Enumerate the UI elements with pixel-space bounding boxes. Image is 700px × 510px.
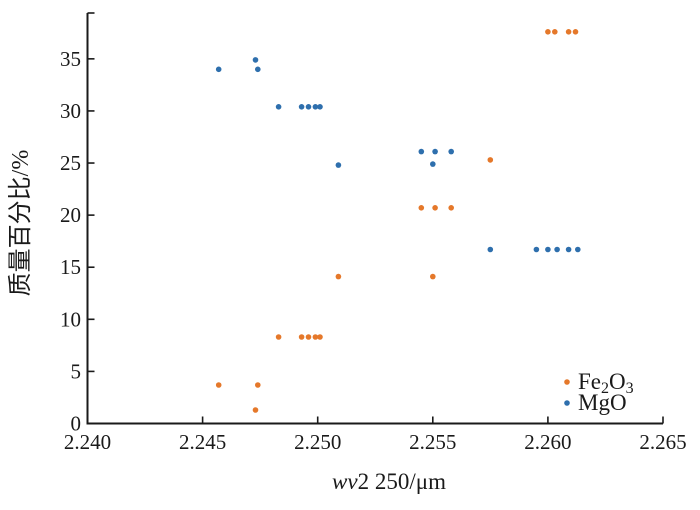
data-point-fe2o3 bbox=[254, 382, 261, 388]
series-mgo bbox=[215, 57, 581, 253]
y-tick-label: 10 bbox=[60, 307, 81, 331]
legend-marker-fe2o3 bbox=[564, 379, 570, 385]
data-point-mgo bbox=[335, 162, 342, 168]
y-tick-label: 20 bbox=[60, 203, 81, 227]
data-point-fe2o3 bbox=[275, 334, 282, 340]
x-tick-label: 2.240 bbox=[64, 430, 111, 454]
data-point-mgo bbox=[418, 148, 425, 155]
data-point-mgo bbox=[448, 148, 455, 155]
y-tick-label: 5 bbox=[71, 359, 82, 383]
text-segment: 2 250/μm bbox=[358, 469, 446, 494]
data-point-mgo bbox=[298, 104, 305, 110]
data-point-mgo bbox=[254, 66, 261, 73]
legend-label-mgo: MgO bbox=[578, 390, 627, 415]
data-point-fe2o3 bbox=[565, 29, 572, 35]
data-point-fe2o3 bbox=[430, 273, 436, 280]
x-tick-label: 2.250 bbox=[294, 430, 341, 454]
data-point-fe2o3 bbox=[252, 407, 259, 413]
y-tick-label: 0 bbox=[71, 412, 82, 436]
text-segment: O bbox=[609, 369, 626, 394]
data-point-mgo bbox=[432, 148, 438, 155]
x-tick-label: 2.255 bbox=[409, 430, 456, 454]
data-point-mgo bbox=[565, 246, 572, 253]
data-point-fe2o3 bbox=[418, 205, 425, 211]
data-point-fe2o3 bbox=[552, 29, 558, 35]
data-point-mgo bbox=[215, 66, 222, 73]
text-segment: Fe bbox=[578, 369, 601, 394]
data-point-mgo bbox=[317, 104, 323, 110]
x-tick-label: 2.260 bbox=[524, 430, 571, 454]
x-tick-label: 2.245 bbox=[179, 430, 226, 454]
y-tick-label: 25 bbox=[60, 151, 81, 175]
data-point-fe2o3 bbox=[432, 205, 438, 211]
data-point-fe2o3 bbox=[448, 205, 455, 211]
data-point-mgo bbox=[252, 57, 259, 63]
legend-marker-mgo bbox=[564, 400, 570, 406]
y-tick-label: 35 bbox=[60, 47, 81, 71]
x-axis-title: wv2 250/μm bbox=[332, 469, 446, 494]
data-point-mgo bbox=[275, 104, 282, 110]
y-tick-label: 15 bbox=[60, 255, 81, 279]
legend-label-fe2o3: Fe2O3 bbox=[578, 369, 634, 397]
x-tick-label: 2.265 bbox=[639, 430, 686, 454]
data-point-fe2o3 bbox=[545, 29, 551, 35]
data-point-mgo bbox=[545, 246, 551, 253]
series-fe2o3 bbox=[215, 29, 579, 413]
data-point-fe2o3 bbox=[305, 334, 312, 340]
data-point-mgo bbox=[305, 104, 312, 110]
data-point-fe2o3 bbox=[487, 157, 494, 163]
text-segment: wv bbox=[332, 469, 358, 494]
data-point-mgo bbox=[575, 246, 581, 253]
data-point-mgo bbox=[312, 104, 319, 110]
y-tick-label: 30 bbox=[60, 99, 81, 123]
data-point-mgo bbox=[487, 246, 494, 253]
text-segment: 2 bbox=[601, 380, 609, 397]
data-point-fe2o3 bbox=[215, 382, 222, 388]
data-point-fe2o3 bbox=[298, 334, 305, 340]
data-point-fe2o3 bbox=[312, 334, 319, 340]
data-point-mgo bbox=[554, 246, 560, 253]
data-point-fe2o3 bbox=[572, 29, 579, 35]
data-point-fe2o3 bbox=[335, 273, 342, 280]
data-point-fe2o3 bbox=[317, 334, 323, 340]
y-axis-title: 质量百分比/% bbox=[7, 150, 34, 297]
text-segment: MgO bbox=[578, 390, 627, 415]
text-segment: 3 bbox=[626, 380, 634, 397]
data-point-mgo bbox=[430, 161, 436, 167]
data-point-mgo bbox=[533, 246, 540, 253]
